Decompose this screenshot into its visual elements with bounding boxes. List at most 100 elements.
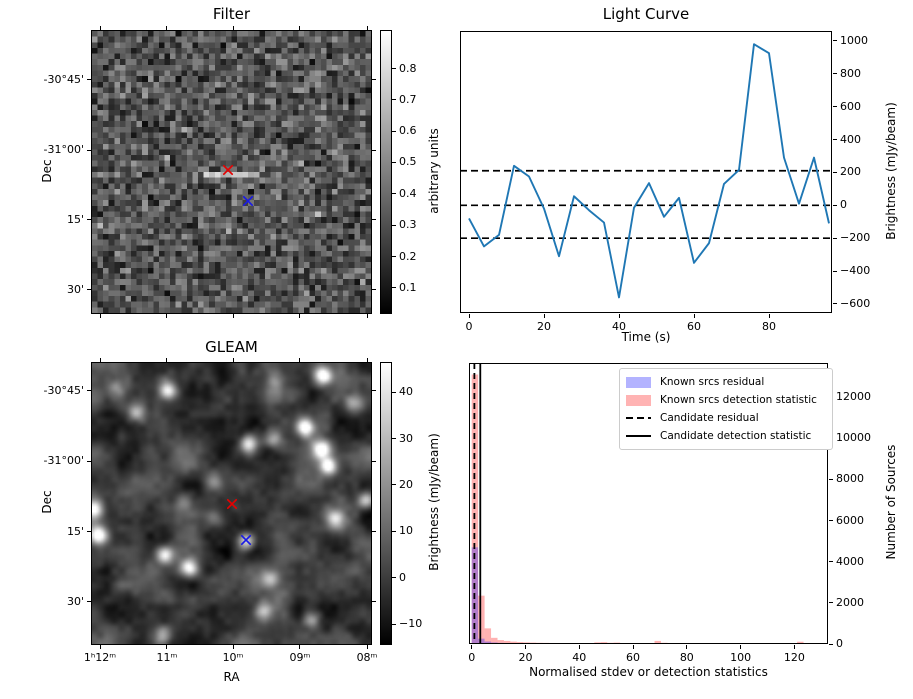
tick-mark (578, 645, 580, 649)
tick-mark (392, 99, 396, 101)
tick-mark (299, 26, 301, 30)
tick-mark (87, 149, 91, 151)
tick-mark (372, 149, 376, 151)
tick-mark (632, 645, 634, 649)
candidate-marker-red-x (226, 498, 238, 510)
legend-item-label: Candidate residual (660, 412, 759, 424)
tick-mark (366, 358, 368, 362)
y-tick-label: 0.8 (399, 61, 417, 75)
tick-mark (99, 26, 101, 30)
tick-mark (829, 561, 833, 563)
legend-item-label: Candidate detection statistic (660, 430, 812, 442)
candidate-marker-red-x (222, 164, 234, 176)
histogram-chart (469, 363, 828, 644)
filter-noise-image (92, 31, 371, 313)
tick-mark (833, 73, 837, 75)
x-tick-label: 120 (783, 651, 805, 664)
tick-mark (87, 219, 91, 221)
histogram-legend: Known srcs residual Known srcs detection … (619, 368, 833, 450)
tick-mark (372, 390, 376, 392)
x-tick-label: 0 (465, 320, 473, 333)
y-tick-label: 0.5 (399, 155, 417, 169)
y-tick-label: 0.6 (399, 124, 417, 138)
tick-mark (768, 314, 770, 318)
filter-overlay (222, 164, 254, 207)
histogram-y-axis-label: Number of Sources (884, 444, 898, 560)
legend-item: Candidate detection statistic (626, 427, 826, 445)
tick-mark (87, 460, 91, 462)
tick-mark (833, 204, 837, 206)
y-tick-label: −200 (840, 231, 871, 245)
legend-patch-swatch (626, 394, 651, 406)
tick-mark (299, 358, 301, 362)
y-tick-label: 15' (66, 524, 84, 538)
tick-mark (99, 314, 101, 318)
y-tick-label: -31°00' (43, 143, 85, 156)
x-tick-label: 08ᵐ (356, 651, 378, 664)
legend-item-label: Known srcs detection statistic (660, 394, 817, 406)
tick-mark (693, 314, 695, 318)
y-tick-label: 8000 (836, 472, 864, 486)
tick-mark (471, 645, 473, 649)
legend-solid-line-sample (626, 435, 651, 437)
y-tick-label: 30' (66, 594, 84, 608)
tick-mark (392, 130, 396, 132)
tick-mark (686, 645, 688, 649)
tick-mark (366, 645, 368, 649)
tick-mark (392, 391, 396, 393)
axes-spines (469, 363, 828, 644)
y-tick-label: 0.4 (399, 186, 417, 200)
x-tick-label: 09ᵐ (289, 651, 311, 664)
filter-image-panel (91, 30, 372, 314)
x-tick-label: 60 (687, 320, 701, 333)
tick-mark (392, 623, 396, 625)
tick-mark (392, 287, 396, 289)
x-tick-label: 20 (537, 320, 551, 333)
tick-mark (372, 219, 376, 221)
y-tick-label: 0 (840, 198, 847, 212)
tick-mark (793, 645, 795, 649)
y-tick-label: -30°45' (43, 72, 85, 86)
tick-mark (392, 68, 396, 69)
y-tick-label: 20 (399, 477, 413, 491)
gleam-colorbar-label: Brightness (mJy/beam) (427, 433, 441, 571)
tick-mark (543, 314, 545, 318)
tick-mark (740, 645, 742, 649)
y-tick-label: 0.2 (399, 249, 417, 263)
filter-panel-title: Filter (212, 5, 251, 23)
tick-mark (618, 314, 620, 318)
x-tick-label: 40 (572, 651, 587, 664)
tick-mark (829, 602, 833, 604)
legend-item-label: Known srcs residual (660, 376, 765, 388)
x-tick-label: 80 (679, 651, 694, 664)
tick-mark (372, 601, 376, 603)
known-source-marker-blue-x (242, 195, 254, 207)
tick-mark (833, 237, 837, 239)
filter-colorbar-label: arbitrary units (427, 128, 441, 214)
tick-mark (372, 289, 376, 291)
tick-mark (87, 79, 91, 81)
tick-mark (829, 520, 833, 522)
tick-mark (372, 79, 376, 81)
y-tick-label: 4000 (836, 554, 864, 568)
axes-spines (460, 31, 832, 313)
tick-mark (232, 645, 234, 649)
filter-y-axis-label: Dec (40, 159, 54, 183)
filter-colorbar (380, 30, 392, 314)
tick-mark (392, 438, 396, 440)
tick-mark (166, 314, 168, 318)
y-tick-label: 200 (840, 165, 861, 179)
light-curve-chart (460, 31, 832, 313)
x-tick-label: 1ʰ12ᵐ (83, 651, 117, 664)
x-tick-label: 10ᵐ (222, 651, 244, 664)
light-curve-x-axis-label: Time (s) (621, 330, 671, 344)
light-curve-y-axis-label: Brightness (mJy/beam) (884, 102, 898, 240)
tick-mark (232, 314, 234, 318)
y-tick-label: 10 (399, 524, 413, 538)
y-tick-label: 800 (840, 66, 861, 80)
tick-mark (833, 40, 837, 42)
x-tick-label: 100 (730, 651, 752, 664)
y-tick-label: 0.3 (399, 218, 417, 232)
light-curve-series (468, 43, 830, 299)
